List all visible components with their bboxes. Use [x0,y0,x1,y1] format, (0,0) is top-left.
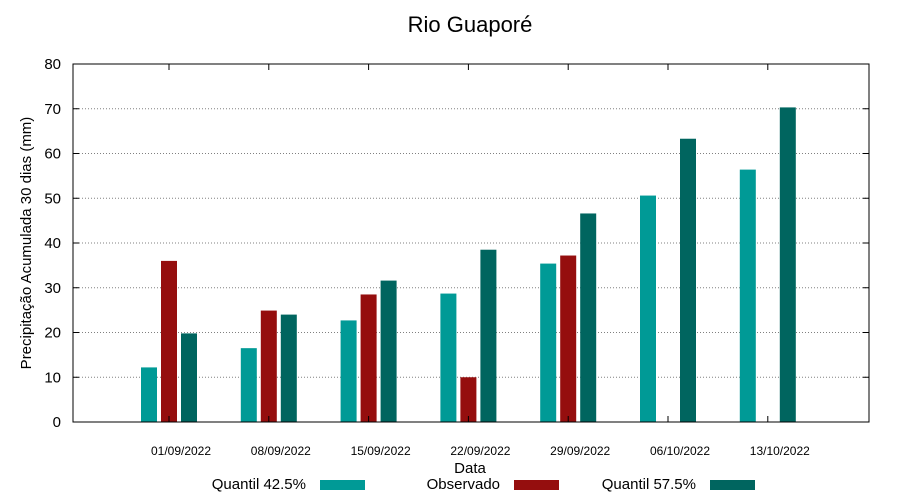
bar-quantil-42-5- [340,320,357,422]
grid-lines [73,108,869,378]
bar-quantil-42-5- [540,263,557,422]
x-tick-label: 06/10/2022 [650,444,710,458]
legend-label: Quantil 57.5% [602,476,696,493]
bar-observado [460,377,477,422]
bar-observado [560,255,577,422]
bar-quantil-57-5- [779,107,796,422]
x-tick-label: 01/09/2022 [151,444,211,458]
y-tick-label: 70 [44,101,61,118]
bar-observado [260,310,277,422]
y-axis-label: Precipitação Acumulada 30 dias (mm) [18,117,35,370]
bar-quantil-42-5- [141,367,157,422]
x-axis-label: Data [454,460,486,477]
x-tick-label: 13/10/2022 [750,444,810,458]
bar-quantil-57-5- [280,314,297,422]
x-tick-label: 15/09/2022 [351,444,411,458]
y-tick-label: 20 [44,325,61,342]
x-tick-label: 29/09/2022 [550,444,610,458]
bar-quantil-42-5- [739,169,756,422]
y-tick-label: 80 [44,56,61,73]
y-tick-label: 40 [44,235,61,252]
x-tick-label: 22/09/2022 [450,444,510,458]
y-tick-label: 10 [44,369,61,386]
legend-swatch [514,480,559,490]
legend-label: Quantil 42.5% [212,476,306,493]
y-axis-ticks: 0 10 20 30 40 50 60 70 80 [44,56,869,431]
bar-quantil-57-5- [181,333,197,422]
legend-swatch [320,480,365,490]
legend-label: Observado [427,476,500,493]
bar-quantil-42-5- [440,293,457,422]
x-axis-ticks: 01/09/2022 08/09/2022 15/09/2022 22/09/2022… [151,64,810,458]
bar-quantil-57-5- [680,138,696,423]
bar-quantil-42-5- [640,195,656,422]
bar-quantil-57-5- [480,249,497,422]
chart-title: Rio Guaporé [408,12,533,37]
legend-swatch [710,480,755,490]
bar-quantil-57-5- [580,213,597,422]
y-tick-label: 0 [53,414,61,431]
bars [141,107,796,423]
legend: Quantil 42.5% Observado Quantil 57.5% [212,476,755,493]
bar-quantil-42-5- [240,348,257,422]
y-tick-label: 60 [44,146,61,163]
y-tick-label: 30 [44,280,61,297]
x-tick-label: 08/09/2022 [251,444,311,458]
bar-quantil-57-5- [380,280,397,422]
bar-observado [161,260,177,422]
bar-observado [360,294,377,422]
y-tick-label: 50 [44,190,61,207]
